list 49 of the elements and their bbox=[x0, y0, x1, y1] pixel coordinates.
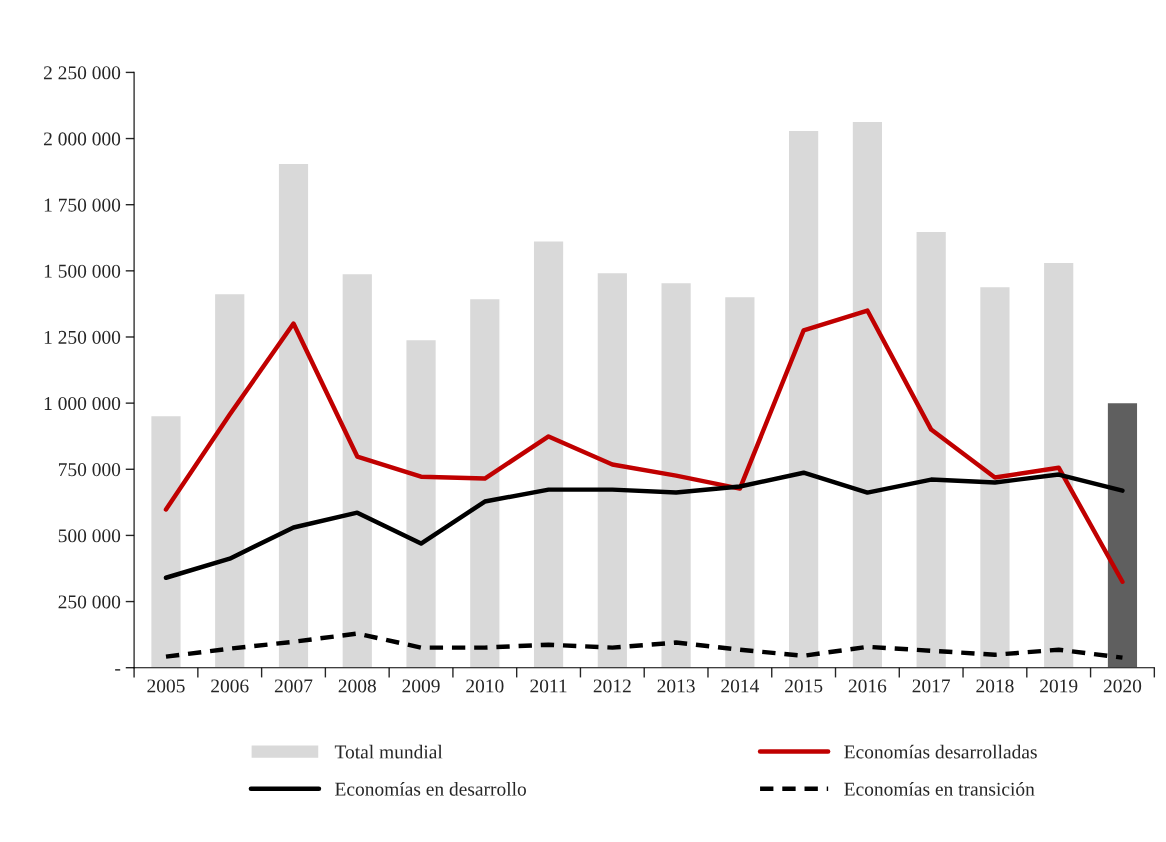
bar bbox=[723, 295, 756, 668]
bar bbox=[1042, 261, 1075, 668]
line-series bbox=[163, 470, 1125, 580]
x-tick-label: 2006 bbox=[211, 679, 249, 693]
x-tick-label: 2015 bbox=[785, 679, 823, 693]
bar bbox=[660, 281, 693, 668]
y-tick-label: 1 000 000 bbox=[44, 396, 121, 411]
bar bbox=[277, 162, 310, 668]
legend-label: Total mundial bbox=[334, 744, 443, 759]
y-tick-label: 1 250 000 bbox=[44, 330, 121, 344]
x-tick-label: 2020 bbox=[1103, 679, 1142, 693]
x-tick-label: 2017 bbox=[912, 679, 951, 693]
bar bbox=[405, 338, 438, 668]
x-tick-label: 2010 bbox=[466, 679, 504, 693]
y-tick-label: 750 000 bbox=[58, 463, 121, 477]
bar bbox=[978, 285, 1011, 668]
x-tick-label: 2007 bbox=[274, 679, 313, 693]
x-tick-label: 2019 bbox=[1040, 679, 1078, 693]
bar bbox=[851, 120, 884, 668]
legend-label: Economías en desarrollo bbox=[335, 782, 526, 796]
x-tick-label: 2013 bbox=[657, 679, 695, 693]
legend-label: Economías desarrolladas bbox=[844, 744, 1037, 759]
line-series bbox=[163, 308, 1125, 584]
x-tick-label: 2012 bbox=[593, 679, 631, 693]
y-tick-label: 2 250 000 bbox=[43, 66, 121, 80]
bar bbox=[341, 272, 374, 668]
y-tick-label: 2 000 000 bbox=[43, 132, 121, 146]
bar bbox=[915, 230, 948, 668]
y-tick-label: - bbox=[115, 669, 121, 671]
x-tick-label: 2018 bbox=[976, 679, 1014, 693]
y-tick-label: 500 000 bbox=[58, 529, 121, 543]
x-tick-label: 2009 bbox=[402, 679, 440, 693]
x-tick-label: 2011 bbox=[530, 679, 567, 693]
bar bbox=[596, 271, 629, 668]
y-tick-label: 250 000 bbox=[58, 595, 121, 609]
legend-label: Economías en transición bbox=[844, 782, 1035, 796]
bar bbox=[213, 292, 246, 668]
x-tick-label: 2005 bbox=[147, 679, 185, 693]
bar bbox=[468, 297, 501, 668]
x-tick-label: 2008 bbox=[338, 679, 376, 693]
bar bbox=[149, 414, 182, 668]
y-tick-label: 1 500 000 bbox=[44, 264, 121, 278]
x-tick-label: 2014 bbox=[721, 679, 759, 693]
x-tick-label: 2016 bbox=[848, 679, 887, 693]
line-series bbox=[163, 631, 1125, 660]
y-tick-label: 1 750 000 bbox=[44, 198, 121, 212]
bar bbox=[1106, 401, 1139, 668]
bar bbox=[532, 239, 565, 668]
bar bbox=[787, 129, 820, 668]
